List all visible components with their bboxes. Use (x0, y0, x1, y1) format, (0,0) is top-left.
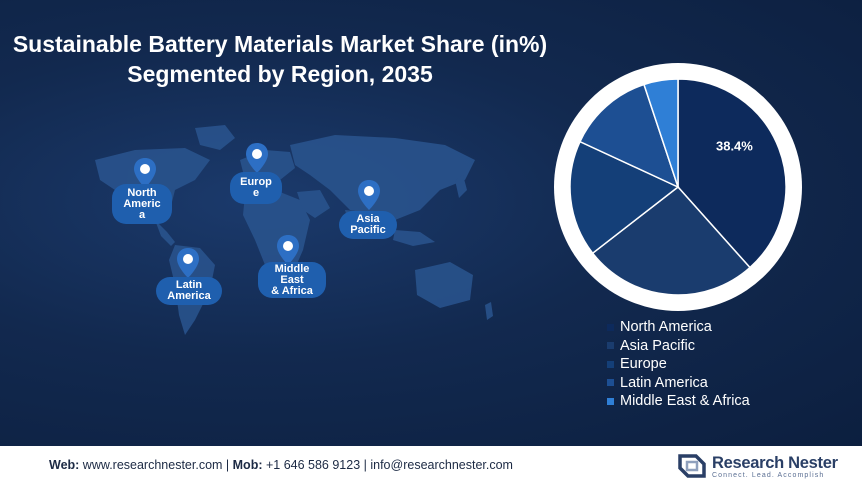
footer: Web: www.researchnester.com | Mob: +1 64… (0, 446, 862, 485)
legend-swatch (607, 397, 614, 405)
pie-slice-asia-pacific (591, 185, 751, 296)
legend-item: Europe (607, 355, 750, 374)
legend-item: Latin America (607, 374, 750, 393)
website-link[interactable]: www.researchnester.com | (79, 458, 233, 472)
map-label-asia-pacific: Asia Pacific (339, 211, 397, 239)
pie-chart: 38.4% (554, 63, 802, 311)
chart-legend: North America Asia Pacific Europe Latin … (607, 318, 750, 411)
contact-info: Web: www.researchnester.com | Mob: +1 64… (49, 458, 513, 472)
map-pin-icon (177, 248, 199, 278)
map-pin-icon (358, 180, 380, 210)
legend-label: Asia Pacific (620, 337, 695, 354)
legend-item: North America (607, 318, 750, 337)
legend-item: Asia Pacific (607, 337, 750, 356)
legend-label: Europe (620, 356, 667, 373)
legend-swatch (607, 360, 614, 368)
phone-email: +1 646 586 9123 | info@researchnester.co… (262, 458, 513, 472)
pie-slice-latin-america (578, 83, 680, 189)
pie-data-label: 38.4% (716, 139, 753, 154)
legend-label: Latin America (620, 374, 708, 391)
legend-label: North America (620, 319, 712, 336)
background: Sustainable Battery Materials Market Sha… (0, 0, 862, 446)
chart-title-line2: Segmented by Region, 2035 (127, 61, 433, 87)
legend-item: Middle East & Africa (607, 392, 750, 411)
map-pin-icon (246, 143, 268, 173)
brand-tagline: Connect. Lead. Accomplish (712, 472, 825, 479)
map-label-north-america: North Americ a (112, 184, 172, 224)
legend-label: Middle East & Africa (620, 393, 750, 410)
legend-swatch (607, 342, 614, 350)
pie-slice-europe (569, 140, 680, 255)
legend-swatch (607, 323, 614, 331)
legend-swatch (607, 379, 614, 387)
pie-slice-middle-east-africa (643, 78, 679, 188)
map-label-latin-america: Latin America (156, 277, 222, 305)
chart-title-line1: Sustainable Battery Materials Market Sha… (12, 31, 548, 57)
map-label-europe: Europ e (230, 172, 282, 204)
brand-name: Research Nester (712, 454, 838, 472)
pie-slice-north-america (677, 78, 787, 269)
map-label-middle-east-africa: Middle East & Africa (258, 262, 326, 298)
map-pin-icon (277, 235, 299, 265)
map-pin-icon (134, 158, 156, 188)
research-nester-logo-icon (678, 454, 706, 478)
